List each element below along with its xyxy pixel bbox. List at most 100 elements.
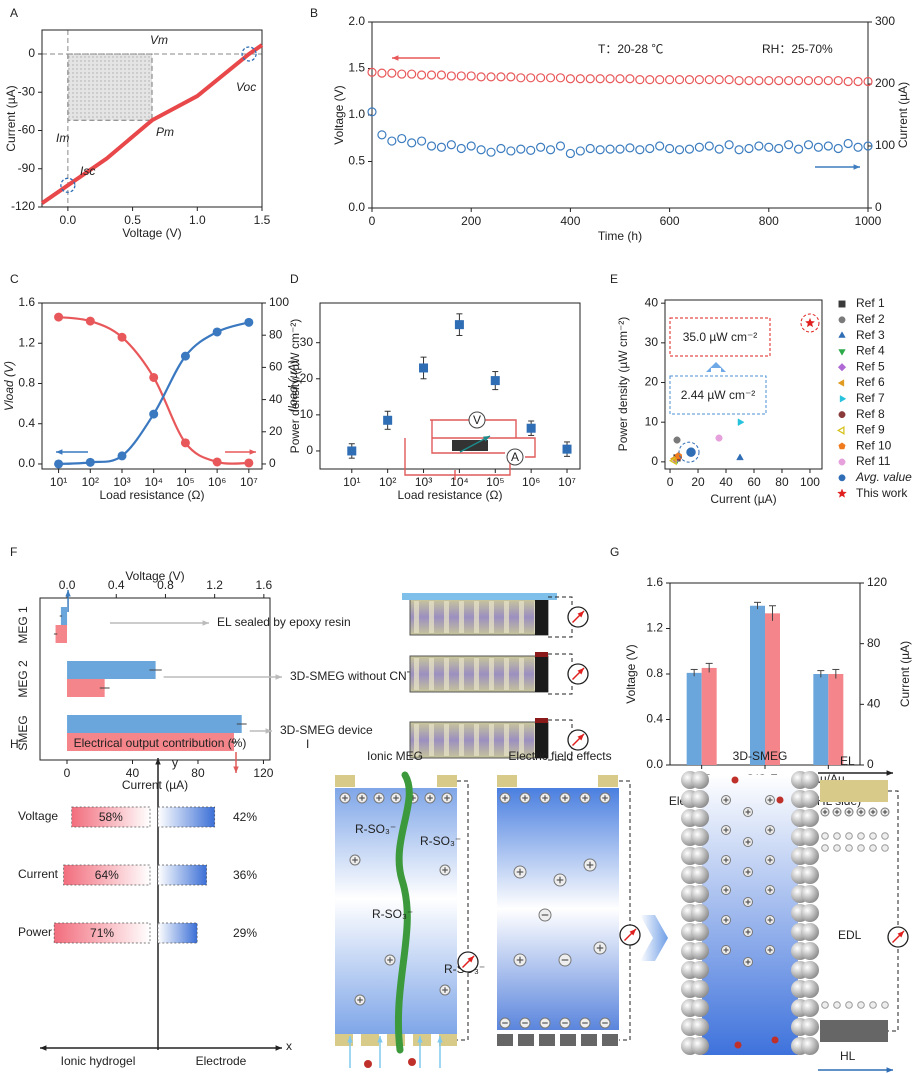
y2-tick-label: 100 — [269, 295, 289, 309]
y-tick-label: 1.0 — [348, 107, 365, 121]
data-point — [417, 136, 427, 146]
data-point — [724, 75, 734, 85]
bar — [701, 667, 717, 765]
diagram-title: Electric field effects — [508, 749, 611, 763]
arrow-head — [56, 449, 63, 455]
value-label: 36% — [233, 868, 257, 882]
device-stripe — [489, 601, 494, 633]
x-tick-label: 800 — [759, 214, 779, 228]
annotation: 35.0 µW cm⁻² — [683, 330, 758, 344]
device-stripe — [504, 658, 509, 690]
y-tick-label: 2.0 — [348, 14, 365, 28]
legend-label: Ref 9 — [856, 423, 885, 437]
device-cap — [535, 718, 548, 723]
x-tick-label: 1.0 — [189, 213, 206, 227]
wire — [457, 780, 469, 1041]
data-point — [674, 145, 685, 155]
data-point — [446, 71, 456, 81]
inset-label: V — [473, 413, 481, 427]
process-arrow — [640, 915, 668, 961]
legend-label: This work — [856, 486, 908, 500]
circuit — [404, 419, 536, 476]
data-point — [117, 451, 127, 461]
data-point — [684, 144, 695, 154]
data-point — [526, 73, 536, 83]
data-point — [813, 142, 824, 152]
bar — [71, 806, 151, 828]
cnt-sphere — [801, 904, 819, 922]
data-point — [784, 75, 794, 86]
x2-tick-label: 0.0 — [59, 578, 76, 592]
y2-tick-label: 120 — [867, 575, 887, 589]
cnt-sphere — [801, 809, 819, 827]
marker — [673, 436, 681, 444]
x-tick-label: 80 — [191, 766, 205, 780]
data-point — [575, 146, 585, 156]
legend-marker — [838, 474, 846, 482]
device-edge — [535, 722, 548, 758]
arrow-head — [853, 164, 860, 170]
y2-tick-label: 100 — [875, 138, 895, 152]
bar — [750, 605, 765, 765]
ion-label: R-SO₃⁻ — [355, 822, 396, 836]
data-point — [180, 438, 190, 448]
water-molecule — [771, 1036, 779, 1044]
legend-label: Avg. value — [855, 470, 912, 484]
y2-axis-label: Current (µA) — [898, 641, 912, 707]
data-point — [407, 69, 417, 79]
device-stripe — [429, 724, 434, 756]
meter-needle-head — [577, 668, 584, 675]
value-label: 29% — [233, 926, 257, 940]
callout-box — [669, 317, 771, 357]
fit-curve — [58, 321, 250, 466]
data-point — [664, 143, 675, 154]
plot-frame — [319, 302, 581, 470]
cnt-sphere — [801, 866, 819, 884]
x2-tick-label: 0.8 — [157, 578, 174, 592]
device-stripe — [489, 724, 494, 756]
legend-label: Ref 3 — [856, 328, 885, 342]
data-point — [714, 75, 724, 85]
x-tick-label: 0 — [667, 475, 674, 489]
device-stripe — [429, 601, 434, 633]
cnt-sphere — [691, 866, 709, 884]
data-point — [793, 75, 804, 86]
annotation: Vm — [150, 33, 168, 47]
annotation: Im — [56, 131, 69, 145]
data-point — [605, 144, 615, 154]
annotation: Isc — [80, 164, 95, 178]
x-tick-label: 10³ — [113, 475, 130, 489]
y2-tick-label: 40 — [269, 392, 283, 406]
data-point — [496, 143, 506, 154]
bar — [157, 864, 207, 886]
panel-label: H — [10, 737, 19, 751]
electrode — [335, 775, 355, 787]
data-point — [645, 143, 655, 154]
x-tick-label: 40 — [719, 475, 733, 489]
marker — [736, 453, 744, 461]
hl-block — [581, 1034, 597, 1046]
x-axis-label: Voltage (V) — [122, 226, 181, 240]
data-point — [446, 140, 456, 150]
cnt-sphere — [691, 828, 709, 846]
cnt-sphere — [691, 904, 709, 922]
annotation: RH：25-70% — [762, 42, 833, 56]
x-axis-label: Load resistance (Ω) — [99, 488, 204, 502]
y-tick-label: 0.0 — [348, 200, 365, 214]
y-tick-label: -90 — [18, 161, 36, 175]
data-point — [744, 75, 754, 86]
x-tick-label: 10⁶ — [208, 475, 226, 489]
axis-side-label: Ionic hydrogel — [61, 1054, 136, 1068]
inset-label: A — [511, 450, 519, 464]
ion — [881, 832, 889, 840]
device-stripe — [489, 658, 494, 690]
ion — [833, 832, 841, 840]
data-point — [456, 143, 466, 154]
data-point — [516, 73, 526, 83]
data-point — [833, 143, 843, 154]
data-point — [664, 75, 675, 85]
legend-marker — [838, 300, 846, 308]
ion — [833, 844, 841, 852]
x-tick-label: 10⁷ — [240, 475, 258, 489]
ion — [869, 832, 877, 840]
